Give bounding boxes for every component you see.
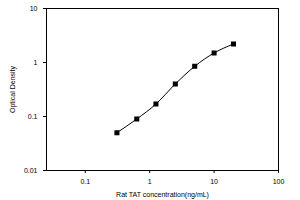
svg-text:10: 10 — [210, 178, 218, 185]
svg-text:Rat TAT concentration(ng/mL): Rat TAT concentration(ng/mL) — [116, 191, 209, 199]
svg-text:10: 10 — [30, 5, 38, 12]
svg-text:1: 1 — [34, 59, 38, 66]
svg-text:Optical Density: Optical Density — [9, 65, 17, 113]
svg-text:0.01: 0.01 — [24, 167, 38, 174]
svg-text:0.1: 0.1 — [28, 113, 38, 120]
svg-text:1: 1 — [148, 178, 152, 185]
svg-text:100: 100 — [273, 178, 285, 185]
svg-text:0.1: 0.1 — [80, 178, 90, 185]
